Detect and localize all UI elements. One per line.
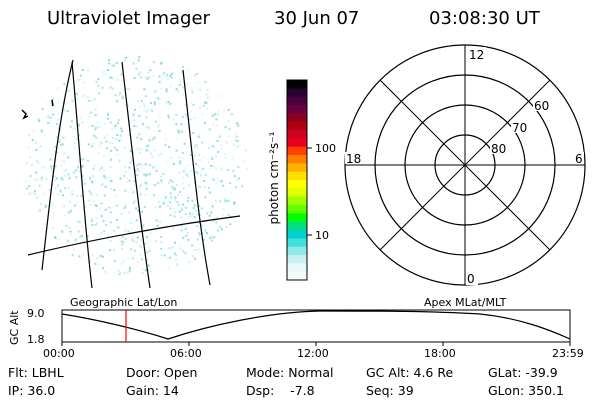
gc-alt-info: GC Alt: 4.6 Re: [366, 365, 454, 380]
gc-alt-axis-label: GC Alt: [8, 310, 21, 345]
colorbar-cell: [287, 80, 307, 89]
polar-diagonal: [379, 79, 551, 251]
apex-mlat-mlt-label: Apex MLat/MLT: [424, 296, 507, 309]
glon-info: GLon: 350.1: [488, 383, 564, 398]
colorbar-cell: [287, 130, 307, 139]
y-tick-label: 1.8: [27, 333, 45, 346]
label-bg: [468, 47, 486, 61]
dsp-info: Dsp: -7.8: [246, 383, 315, 398]
label-bg: [511, 120, 531, 133]
colorbar-cell: [287, 271, 307, 281]
colorbar-cell: [287, 171, 307, 181]
glat-info: GLat: -39.9: [488, 365, 558, 380]
colorbar-cell: [287, 138, 307, 148]
colorbar-cell: [287, 105, 307, 114]
label-bg: [490, 141, 510, 154]
coastline-mark: [51, 99, 54, 107]
polar-label-18: 18: [346, 152, 361, 166]
colorbar-cell: [287, 221, 307, 231]
colorbar-cells: [287, 80, 307, 281]
uv-image-disk: [21, 55, 248, 289]
geographic-latlon-label: Geographic Lat/Lon: [70, 296, 178, 309]
label-bg: [573, 152, 584, 164]
colorbar-cell: [287, 205, 307, 214]
colorbar-cell: [287, 155, 307, 164]
colorbar: 100 10 photon cm⁻²s⁻¹: [267, 79, 336, 281]
polar-label-70: 70: [512, 121, 527, 135]
x-tick-label: 23:59: [552, 347, 584, 360]
colorbar-cell: [287, 88, 307, 98]
label-bg: [345, 152, 364, 164]
timeline-frame: [61, 309, 571, 343]
colorbar-cell: [287, 263, 307, 273]
longitude-line: [71, 61, 93, 289]
date-label: 30 Jun 07: [274, 8, 360, 29]
y-tick-label: 9.0: [27, 307, 45, 320]
latitude-line: [27, 215, 241, 256]
altitude-timeline: [61, 309, 571, 346]
colorbar-cell: [287, 121, 307, 131]
coastline-mark: [21, 109, 29, 120]
time-label: 03:08:30 UT: [429, 8, 540, 29]
longitude-line: [41, 59, 74, 271]
app-title: Ultraviolet Imager: [47, 8, 210, 29]
colorbar-cell: [287, 96, 307, 106]
colorbar-cell: [287, 255, 307, 264]
x-tick-label: 12:00: [297, 347, 329, 360]
mode-info: Mode: Normal: [246, 365, 334, 380]
colorbar-tick-label: 10: [315, 229, 329, 242]
colorbar-unit-label: photon cm⁻²s⁻¹: [267, 131, 281, 224]
polar-label-60: 60: [534, 99, 549, 113]
polar-plot: 12 0 18 6 60 70 80: [344, 44, 586, 286]
colorbar-cell: [287, 188, 307, 198]
longitude-line: [182, 69, 211, 286]
label-bg: [533, 98, 553, 111]
altitude-curve: [61, 310, 571, 340]
ip-info: IP: 36.0: [8, 383, 56, 398]
longitude-line: [121, 61, 151, 289]
polar-label-6: 6: [575, 152, 583, 166]
colorbar-cell: [287, 180, 307, 189]
colorbar-cell: [287, 238, 307, 248]
x-tick-label: 06:00: [170, 347, 202, 360]
colorbar-cell: [287, 213, 307, 223]
polar-label-0: 0: [467, 272, 475, 286]
label-bg: [466, 272, 478, 285]
colorbar-tick-label: 100: [315, 142, 336, 155]
colorbar-cell: [287, 113, 307, 123]
colorbar-frame: [286, 79, 308, 281]
seq-info: Seq: 39: [366, 383, 414, 398]
x-tick-label: 18:00: [424, 347, 456, 360]
colorbar-cell: [287, 230, 307, 239]
door-info: Door: Open: [126, 365, 198, 380]
gain-info: Gain: 14: [126, 383, 179, 398]
x-tick-label: 00:00: [43, 347, 75, 360]
colorbar-cell: [287, 196, 307, 206]
colorbar-cell: [287, 146, 307, 156]
colorbar-cell: [287, 246, 307, 256]
filter-info: Flt: LBHL: [8, 365, 64, 380]
image-speckles: [25, 55, 248, 276]
polar-label-80: 80: [491, 142, 506, 156]
polar-label-12: 12: [469, 48, 484, 62]
colorbar-cell: [287, 163, 307, 173]
